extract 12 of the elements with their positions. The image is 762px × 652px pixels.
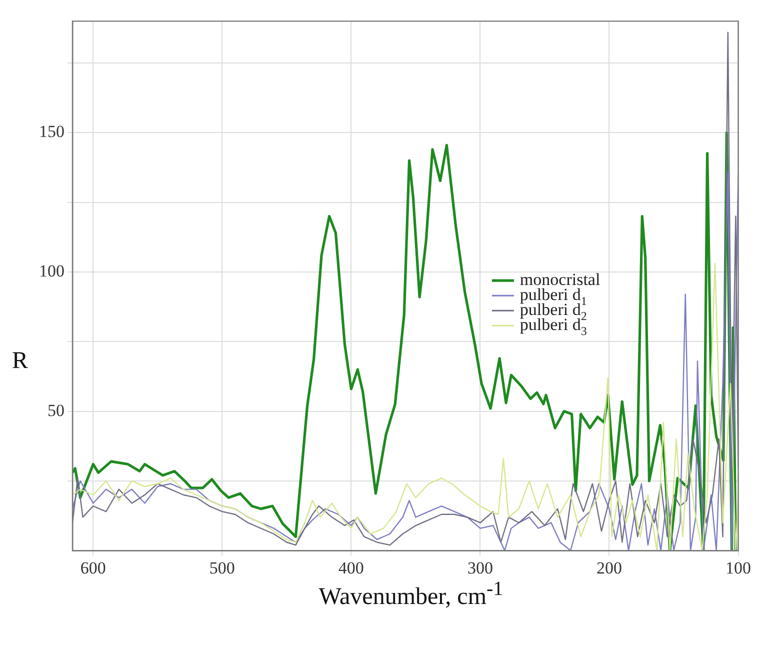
x-tick-label: 500 bbox=[209, 558, 235, 578]
x-tick-label: 100 bbox=[726, 558, 751, 578]
x-tick-label: 300 bbox=[467, 558, 493, 578]
y-tick-label: 100 bbox=[39, 261, 64, 280]
legend-label: monocristal bbox=[520, 270, 600, 290]
x-axis-title: Wavenumber, cm$^{-1}$ bbox=[318, 578, 504, 611]
y-axis-title: R bbox=[12, 348, 28, 375]
x-tick-label: 200 bbox=[596, 558, 622, 578]
x-tick-label: 400 bbox=[338, 558, 364, 578]
y-tick-label: 150 bbox=[39, 122, 64, 142]
x-tick-label: 600 bbox=[80, 558, 106, 578]
y-tick-label: 50 bbox=[48, 400, 64, 420]
